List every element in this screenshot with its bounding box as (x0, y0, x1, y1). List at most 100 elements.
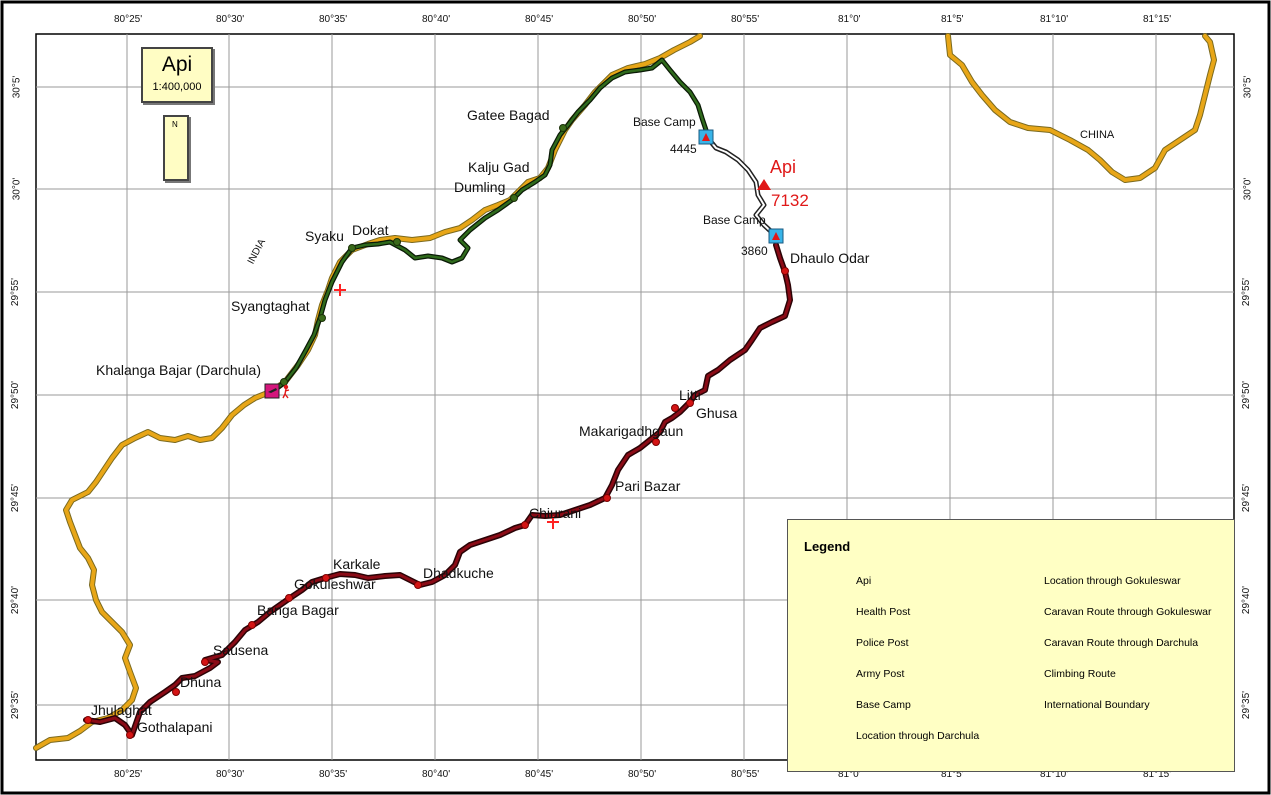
place-syaku: Syaku (305, 228, 344, 244)
lon-tick: 81°0' (838, 769, 861, 780)
lat-tick: 29°50' (1241, 380, 1253, 410)
place-litti: Litti (679, 387, 701, 403)
lat-tick: 29°50' (10, 380, 22, 410)
map-scale: 1:400,000 (152, 81, 202, 93)
place-gokuleshwar: Gokuleshwar (294, 576, 376, 592)
lat-tick: 29°55' (1241, 277, 1253, 307)
legend-item-international-boundary: International Boundary (1044, 699, 1150, 711)
location-gothalapani (126, 731, 134, 739)
peak-name: Api (770, 157, 797, 177)
lon-tick: 80°55' (731, 14, 760, 25)
climbing-route (704, 134, 778, 238)
lon-tick: 81°5' (941, 769, 964, 780)
base-camp-elevation: 3860 (741, 244, 768, 258)
lon-tick: 80°40' (422, 769, 451, 780)
location-dokat (393, 238, 401, 246)
legend-item-base-camp: Base Camp (856, 699, 911, 711)
place-gothalapani: Gothalapani (137, 719, 213, 735)
lon-tick: 81°0' (838, 14, 861, 25)
place-dokat: Dokat (352, 222, 389, 238)
lon-tick: 81°5' (941, 14, 964, 25)
place-chiurani: Chiurani (529, 505, 582, 521)
legend-item-health-post: Health Post (856, 606, 911, 618)
location-syaku (348, 244, 356, 252)
lon-tick: 81°15' (1143, 14, 1172, 25)
darchula-locations (280, 124, 567, 386)
health-post-icon (334, 284, 346, 296)
lat-tick: 30°0' (1242, 177, 1254, 201)
place-jhulaghat: Jhulaghat (91, 702, 152, 718)
lon-tick: 80°45' (525, 14, 554, 25)
lat-tick: 30°0' (11, 177, 23, 201)
location-chiurani (521, 521, 529, 529)
gokuleswar-locations (84, 267, 789, 739)
place-dhadkuche: Dhadkuche (423, 565, 494, 581)
base-camp-label: Base Camp (703, 213, 766, 227)
legend-item-caravan-gokuleswar: Caravan Route through Gokuleswar (1044, 606, 1212, 618)
base-camp-icon (768, 228, 784, 244)
location-banga-bagar (248, 621, 256, 629)
lon-tick: 81°10' (1040, 769, 1069, 780)
lon-tick: 81°15' (1143, 769, 1172, 780)
lat-tick: 29°40' (10, 585, 22, 615)
location-khalanga (280, 378, 288, 386)
lon-tick: 80°45' (525, 769, 554, 780)
lat-tick: 29°55' (10, 277, 22, 307)
legend-item-police-post: Police Post (856, 637, 909, 649)
location-karkale (322, 574, 330, 582)
location-jhulaghat (84, 716, 92, 724)
north-label: N (172, 120, 178, 129)
police-post-icon (282, 384, 290, 399)
api-peak-icon (757, 179, 771, 190)
lon-tick: 80°55' (731, 769, 760, 780)
lon-tick: 80°50' (628, 769, 657, 780)
location-makarigadhgaun (652, 438, 660, 446)
location-gatee-bagad (559, 124, 567, 132)
location-dhuna (172, 688, 180, 696)
peak-elevation: 7132 (771, 191, 809, 210)
place-makarigadhgaun: Makarigadhgaun (579, 423, 684, 439)
location-syangtaghat (318, 314, 326, 322)
lon-tick: 80°30' (216, 14, 245, 25)
legend-item-location-darchula: Location through Darchula (856, 730, 980, 742)
base-camp-icon (698, 129, 714, 145)
location-dumling (510, 194, 518, 202)
lat-tick: 30°5' (11, 75, 23, 99)
lon-tick: 80°50' (628, 14, 657, 25)
place-syangtaghat: Syangtaghat (231, 298, 310, 314)
place-sausena: Sausena (213, 642, 269, 658)
health-posts (334, 284, 559, 529)
base-camp-elevation: 4445 (670, 142, 697, 156)
place-kalju-gad: Kalju Gad (468, 159, 530, 175)
lon-tick: 80°25' (114, 14, 143, 25)
map-title-box: Api 1:400,000 (141, 47, 213, 103)
lon-tick: 80°35' (319, 14, 348, 25)
location-dhaulo-odar (781, 267, 789, 275)
army-post-icon (264, 383, 280, 399)
place-karkale: Karkale (333, 556, 381, 572)
location-pari-bazar (603, 494, 611, 502)
lon-tick: 80°30' (216, 769, 245, 780)
lat-tick: 29°35' (10, 690, 22, 720)
legend-item-location-gokuleswar: Location through Gokuleswar (1044, 575, 1181, 587)
place-dhaulo-odar: Dhaulo Odar (790, 250, 870, 266)
lat-tick: 29°40' (1241, 585, 1253, 615)
north-arrow-box: N (163, 115, 189, 181)
legend: Legend Api Health Post Police Post Army … (787, 519, 1235, 772)
lon-tick: 80°25' (114, 769, 143, 780)
place-ghusa: Ghusa (696, 405, 738, 421)
lat-tick: 29°45' (10, 483, 22, 513)
health-post-icon (547, 516, 559, 529)
lon-tick: 80°35' (319, 769, 348, 780)
place-gatee-bagad: Gatee Bagad (467, 107, 550, 123)
map-title: Api (161, 53, 193, 76)
legend-item-caravan-darchula: Caravan Route through Darchula (1044, 637, 1199, 649)
lat-tick: 29°45' (1241, 483, 1253, 513)
location-ghusa (686, 399, 694, 407)
base-camp-label: Base Camp (633, 115, 696, 129)
location-dhadkuche (414, 581, 422, 589)
lon-tick: 81°10' (1040, 14, 1069, 25)
location-sausena (201, 658, 209, 666)
place-dumling: Dumling (454, 179, 506, 195)
